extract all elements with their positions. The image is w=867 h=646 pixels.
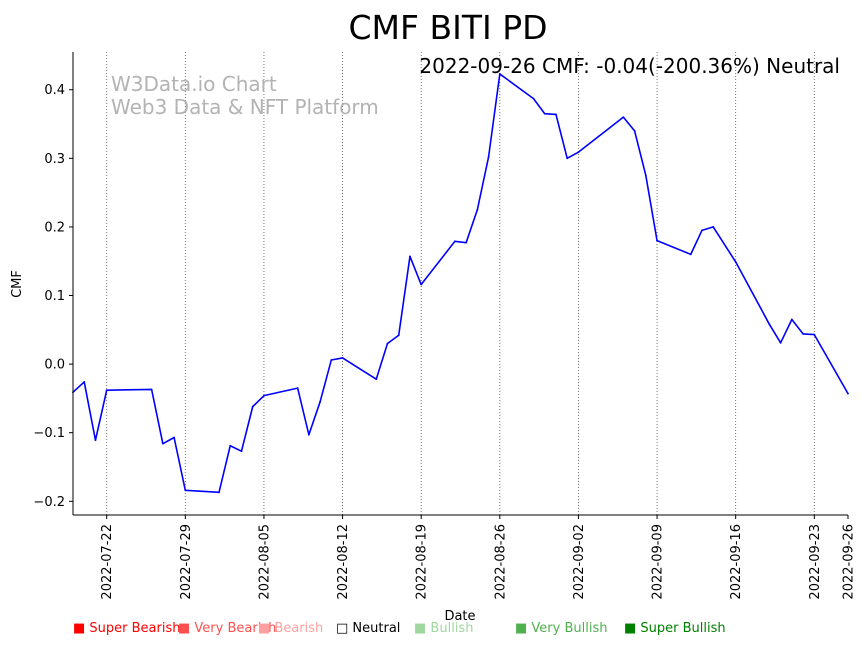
data-point-20 [397,334,400,337]
x-tick-label-10: 2022-09-26 [842,524,857,600]
data-point-27 [498,73,501,75]
y-tick-label-1: −0.1 [33,426,65,441]
legend-item-4: ■ Bullish [414,621,473,636]
data-point-14 [307,433,310,436]
x-tick-label-0: 2022-07-22 [100,524,115,600]
legend-label-2: Bearish [274,621,324,636]
data-point-18 [375,378,378,381]
data-point-9 [229,444,232,447]
data-point-24 [465,241,468,244]
data-point-2 [94,439,97,442]
legend-label-1: Very Bearish [194,621,277,636]
data-point-31 [566,157,569,160]
x-axis-label: Date [444,609,475,624]
data-point-43 [790,318,793,321]
data-point-7 [184,489,187,492]
data-point-37 [689,253,692,256]
series-line-0 [72,73,849,494]
y-ticks: −0.2 −0.1 0.0 0.1 0.2 0.3 0.4 [33,83,73,510]
data-point-11 [251,405,254,408]
data-point-44 [802,333,804,335]
legend-item-3: □ Neutral [336,621,400,636]
legend-item-6: ■ Super Bullish [624,621,726,636]
data-point-4 [150,388,153,391]
legend-label-3: Neutral [352,621,401,636]
data-point-6 [173,436,175,439]
legend-marker-3: □ [336,621,353,636]
x-ticks: 2022-07-22 2022-07-29 2022-08-05 2022-08-12… [100,515,857,600]
data-point-10 [240,450,243,453]
watermark-line-1: W3Data.io Chart [111,72,277,96]
data-point-23 [453,240,456,243]
legend-item-5: ■ Very Bullish [515,621,607,636]
data-point-13 [296,387,299,389]
chart-title: CMF BITI PD [348,8,547,47]
legend-item-0: ■ Super Bearish [73,621,181,636]
data-point-40 [734,260,737,263]
legend-marker-6: ■ [624,621,641,636]
legend-label-5: Very Bullish [531,621,608,636]
data-point-33 [622,116,625,119]
data-point-26 [487,156,490,158]
data-point-46 [847,392,849,395]
legend-marker-5: ■ [515,621,532,636]
data-point-21 [409,255,411,258]
legend-marker-4: ■ [414,621,431,636]
y-tick-label-0: −0.2 [33,495,65,510]
data-point-8 [218,491,220,494]
data-point-16 [330,359,333,361]
data-point-32 [577,151,580,154]
data-point-15 [319,400,321,403]
x-tick-label-4: 2022-08-19 [415,524,430,600]
watermark-line-2: Web3 Data & NFT Platform [111,95,379,119]
x-tick-label-9: 2022-09-23 [808,524,823,600]
legend-marker-0: ■ [73,621,90,636]
data-point-38 [701,229,703,232]
data-point-34 [633,129,636,132]
data-point-19 [386,342,389,345]
y-tick-label-6: 0.4 [44,83,65,98]
data-point-22 [420,283,423,286]
data-point-28 [532,97,535,100]
data-point-39 [712,226,715,228]
legend-marker-1: ■ [178,621,195,636]
y-tick-label-3: 0.1 [44,289,65,304]
data-point-30 [555,113,557,116]
series-layer [72,73,849,494]
grid-layer [106,52,815,515]
x-tick-label-1: 2022-07-29 [179,524,194,600]
data-point-42 [779,341,782,344]
data-point-25 [476,208,479,211]
data-point-36 [656,239,658,242]
data-point-1 [83,381,86,383]
legend-item-2: ■ Bearish [258,621,323,636]
x-tick-label-6: 2022-09-02 [572,524,587,600]
data-point-17 [341,357,344,359]
legend-label-4: Bullish [430,621,474,636]
x-tick-label-7: 2022-09-09 [651,524,666,600]
data-point-45 [813,333,816,336]
legend-item-1: ■ Very Bearish [178,621,276,636]
data-point-5 [161,442,164,445]
y-tick-label-2: 0.0 [44,358,65,373]
legend-label-0: Super Bearish [89,621,181,636]
data-point-35 [644,174,647,177]
axes-layer [72,52,848,516]
x-tick-label-8: 2022-09-16 [729,524,744,600]
data-point-41 [768,323,771,326]
data-point-3 [105,389,108,392]
info-text: 2022-09-26 CMF: -0.04(-200.36%) Neutral [419,54,840,78]
y-axis-label: CMF [10,270,25,298]
data-point-12 [263,394,265,397]
y-tick-label-5: 0.3 [44,152,65,167]
x-tick-label-2: 2022-08-05 [257,524,272,600]
legend-label-6: Super Bullish [640,621,726,636]
x-tick-label-3: 2022-08-12 [336,524,351,600]
x-tick-label-5: 2022-08-26 [493,524,508,600]
legend-marker-2: ■ [258,621,275,636]
data-point-29 [543,112,546,115]
y-tick-label-4: 0.2 [44,220,65,235]
